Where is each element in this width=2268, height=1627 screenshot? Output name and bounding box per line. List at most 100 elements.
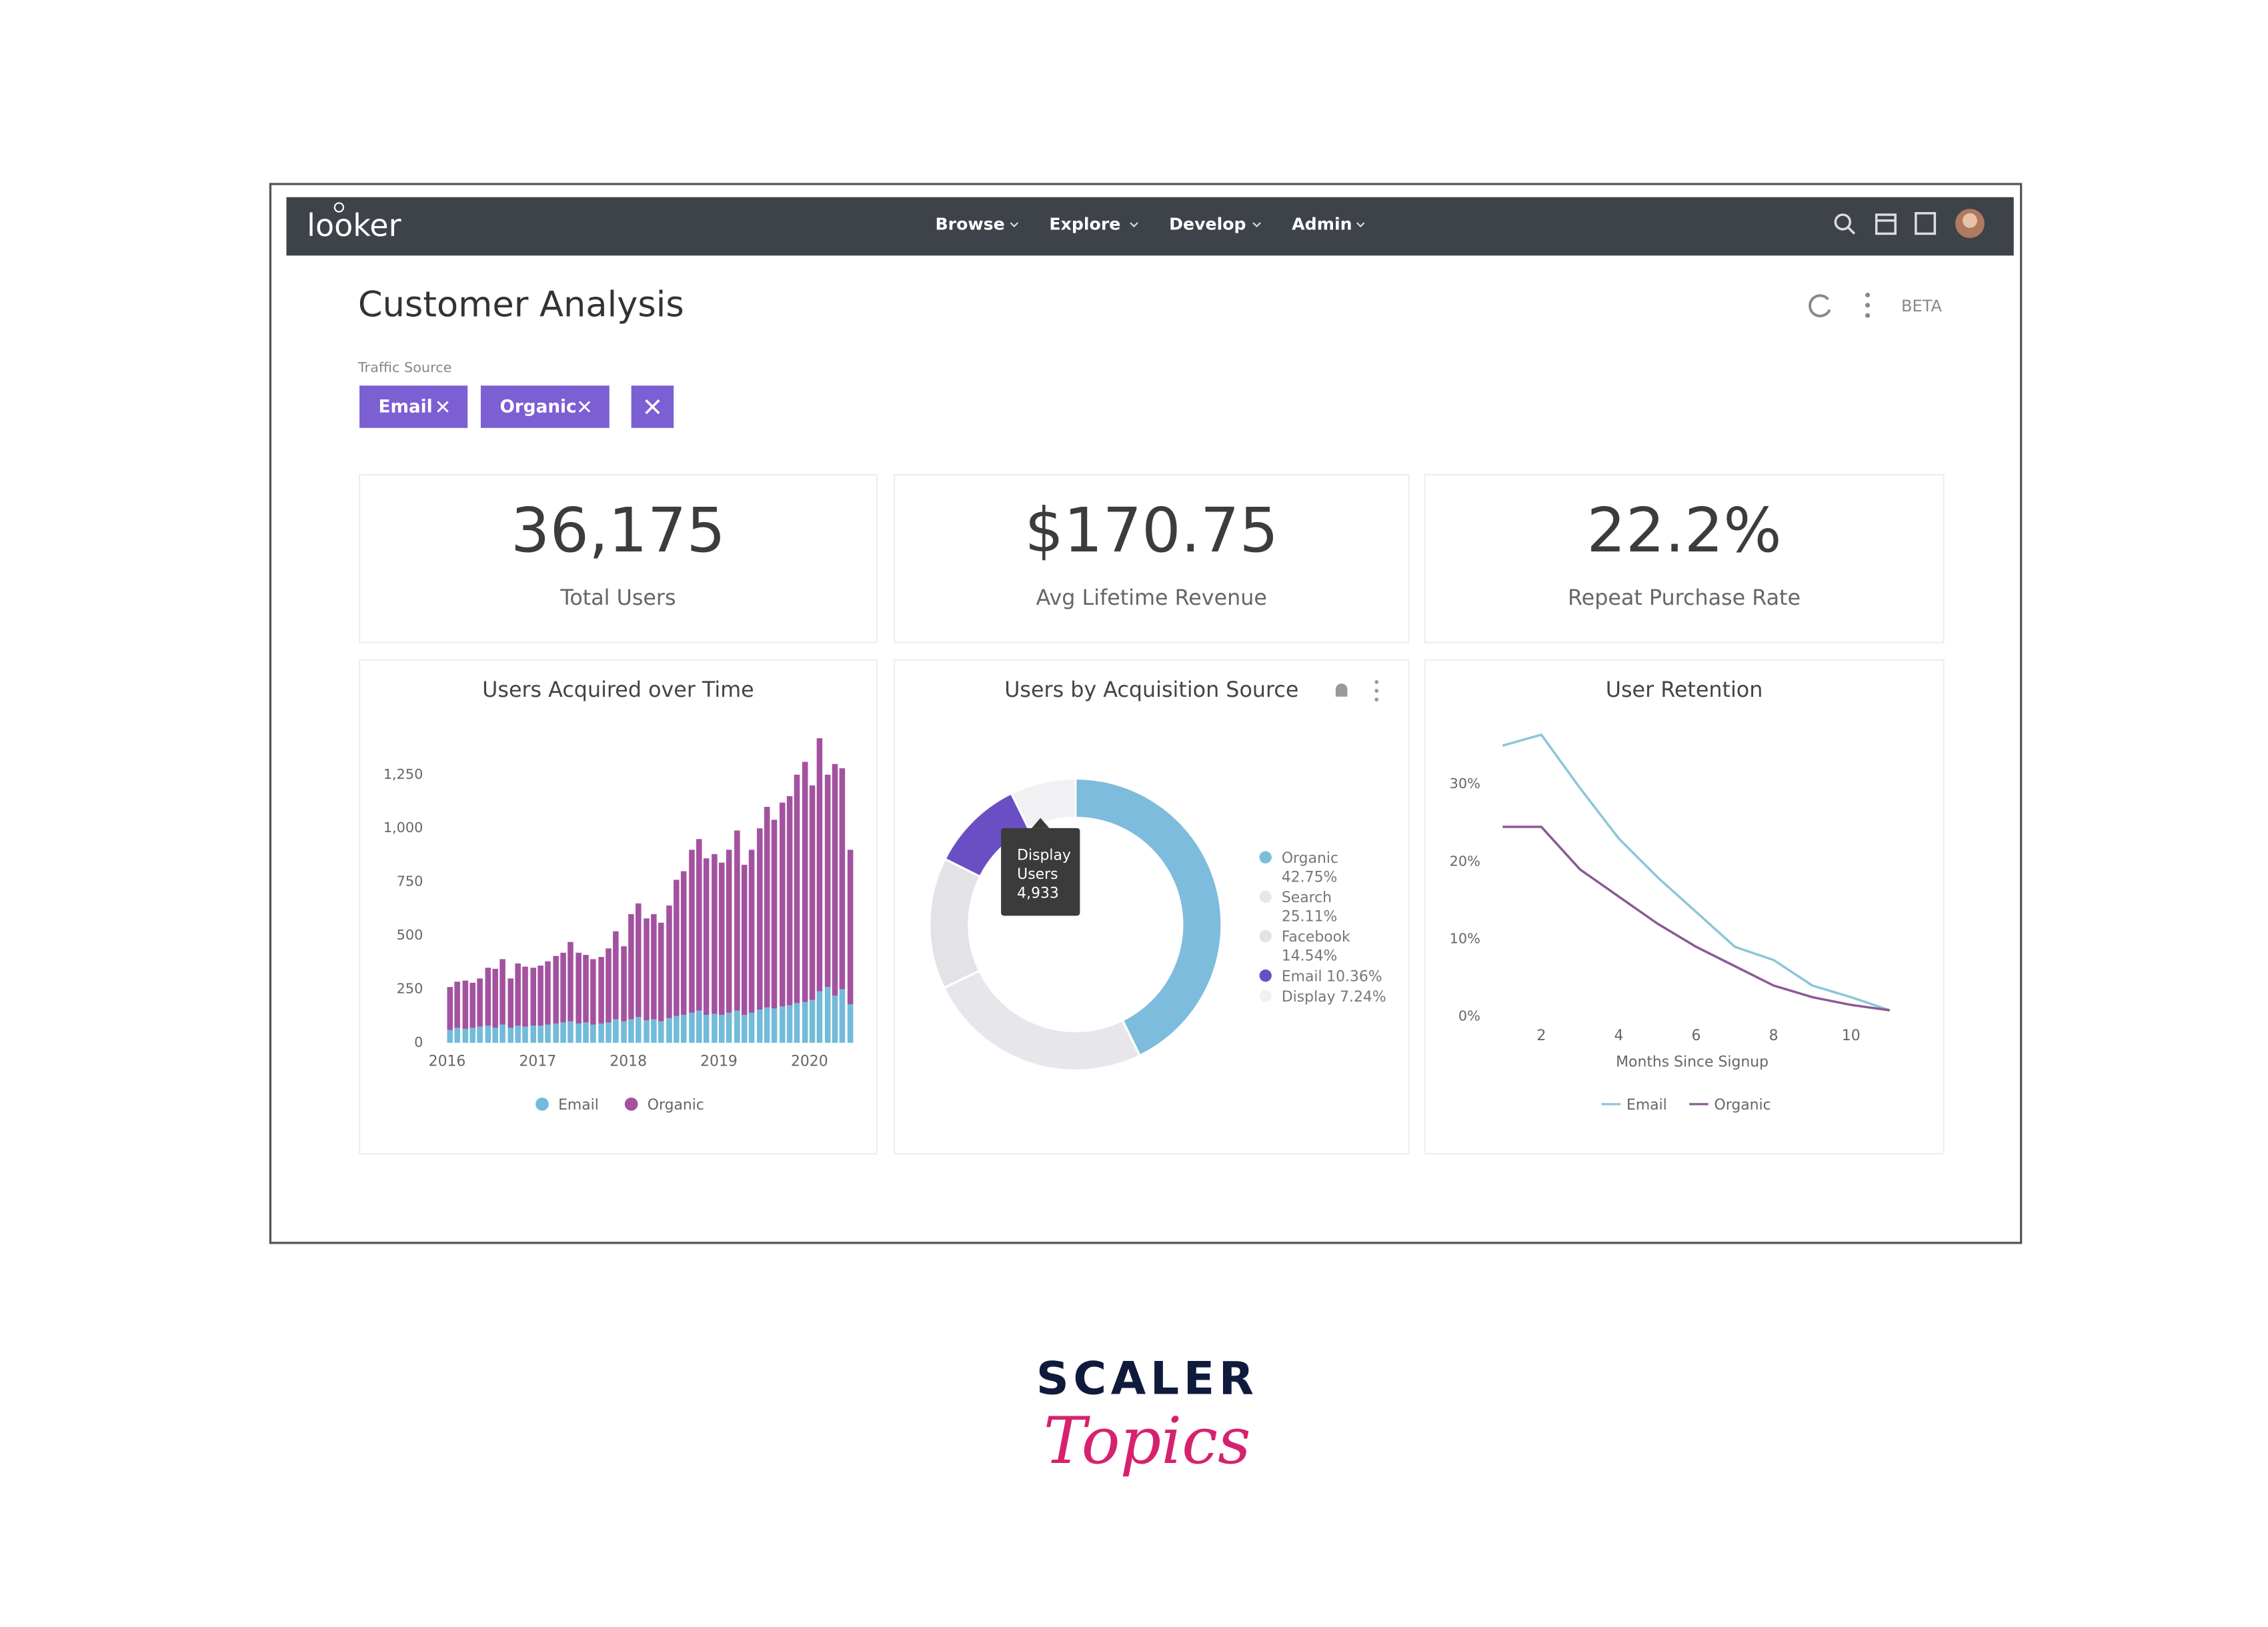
y-tick-label: 1,250: [383, 766, 423, 782]
bar-segment: [734, 830, 740, 1011]
clear-icon: [645, 399, 660, 415]
bar-segment: [712, 854, 718, 1014]
legend-label[interactable]: Organic: [1282, 850, 1338, 867]
menu-dot: [1865, 313, 1871, 318]
help-icon[interactable]: [1915, 212, 1937, 235]
legend-label[interactable]: Search: [1282, 890, 1332, 906]
donut-slice[interactable]: [942, 969, 1142, 1072]
bar-segment: [583, 1022, 589, 1043]
beta-badge: BETA: [1901, 297, 1943, 315]
legend-swatch[interactable]: [624, 1098, 638, 1111]
chip-remove[interactable]: [437, 401, 449, 413]
legend-swatch[interactable]: [1259, 990, 1272, 1002]
bar-segment: [696, 1010, 702, 1043]
legend-label[interactable]: Email: [1626, 1097, 1667, 1114]
legend-label[interactable]: Email: [1282, 968, 1322, 985]
tooltip-value: 4,933: [1017, 885, 1059, 902]
bar-segment: [462, 980, 469, 1029]
menu-dot[interactable]: [1374, 680, 1379, 684]
nav-caret: [1010, 222, 1019, 228]
chip-remove[interactable]: [578, 401, 591, 413]
chart-card: [1424, 659, 1945, 1155]
legend-value: 7.24%: [1340, 989, 1386, 1006]
bar-segment: [718, 1015, 725, 1043]
y-tick-label: 10%: [1450, 930, 1480, 946]
refresh-icon[interactable]: [1809, 294, 1831, 317]
bar-segment: [726, 850, 732, 1013]
logo[interactable]: looker: [307, 207, 401, 243]
bar-segment: [748, 850, 755, 1013]
bar-segment: [499, 1024, 505, 1043]
bar-segment: [794, 774, 800, 1004]
bar-segment: [590, 1024, 596, 1043]
bar-segment: [560, 952, 566, 1023]
bar-segment: [689, 850, 695, 1013]
bar-segment: [507, 978, 514, 1028]
kpi-card: [358, 473, 878, 643]
menu-dot[interactable]: [1374, 697, 1379, 702]
bar-segment: [515, 963, 521, 1026]
bar-segment: [576, 952, 582, 1024]
bar-segment: [485, 968, 491, 1026]
legend-swatch[interactable]: [1259, 890, 1272, 904]
bar-segment: [477, 1026, 483, 1043]
x-tick-label: 2017: [519, 1053, 556, 1070]
bar-segment: [689, 1012, 695, 1043]
nav-caret: [1356, 222, 1365, 228]
bar-segment: [628, 1019, 634, 1043]
bar-segment: [545, 961, 551, 1025]
bar-segment: [802, 1002, 808, 1043]
page-title: Customer Analysis: [358, 285, 684, 325]
alert-icon[interactable]: [1335, 683, 1348, 697]
bar-segment: [553, 1023, 559, 1043]
legend-swatch[interactable]: [1259, 851, 1272, 864]
header-icons: [1809, 294, 1831, 317]
legend-label[interactable]: Email: [558, 1097, 599, 1114]
donut-slice[interactable]: [1074, 777, 1223, 1058]
legend-swatch[interactable]: [1259, 930, 1272, 943]
x-axis-label: Months Since Signup: [1616, 1054, 1769, 1071]
bar-segment: [748, 1012, 755, 1043]
nav-item[interactable]: Explore: [1049, 214, 1120, 233]
bar-segment: [674, 880, 680, 1016]
bar-segment: [651, 914, 657, 1020]
navbar: [286, 197, 2014, 256]
bar-segment: [658, 922, 664, 1022]
nav-item[interactable]: Browse: [935, 214, 1004, 233]
nav-item[interactable]: Develop: [1169, 214, 1246, 233]
x-tick-label: 8: [1769, 1028, 1779, 1044]
filter-chip[interactable]: [480, 385, 610, 428]
legend-label[interactable]: Organic: [648, 1097, 704, 1114]
nav-item[interactable]: Admin: [1292, 214, 1352, 233]
filter-chip[interactable]: [359, 385, 468, 428]
legend-swatch[interactable]: [1259, 969, 1272, 982]
marketplace-icon[interactable]: [1875, 213, 1897, 235]
bar-segment: [779, 802, 786, 1007]
menu-dot[interactable]: [1865, 292, 1871, 297]
tooltip-label: Users: [1017, 866, 1058, 883]
y-tick-label: 30%: [1450, 775, 1480, 791]
menu-dot[interactable]: [1374, 689, 1379, 693]
legend-label[interactable]: Display: [1282, 989, 1336, 1006]
legend-label[interactable]: Organic: [1714, 1097, 1771, 1114]
bar-segment: [477, 978, 483, 1027]
bar-segment: [802, 761, 808, 1002]
bar-segment: [680, 871, 687, 1016]
bar-segment: [583, 955, 589, 1023]
bar-segment: [680, 1015, 687, 1043]
bar-segment: [499, 959, 505, 1025]
bar-segment: [560, 1022, 566, 1043]
bar-segment: [832, 763, 838, 996]
filter-chip-label: Email: [379, 397, 433, 417]
bar-segment: [666, 1018, 672, 1043]
kpi-value: 36,175: [511, 495, 726, 566]
bar-segment: [644, 918, 650, 1021]
bar-segment: [636, 903, 642, 1018]
legend-label[interactable]: Facebook: [1282, 929, 1350, 946]
legend-value: 10.36%: [1326, 968, 1382, 985]
search-icon[interactable]: [1834, 213, 1852, 231]
legend-swatch[interactable]: [535, 1098, 549, 1111]
x-tick-label: 2: [1536, 1028, 1546, 1044]
